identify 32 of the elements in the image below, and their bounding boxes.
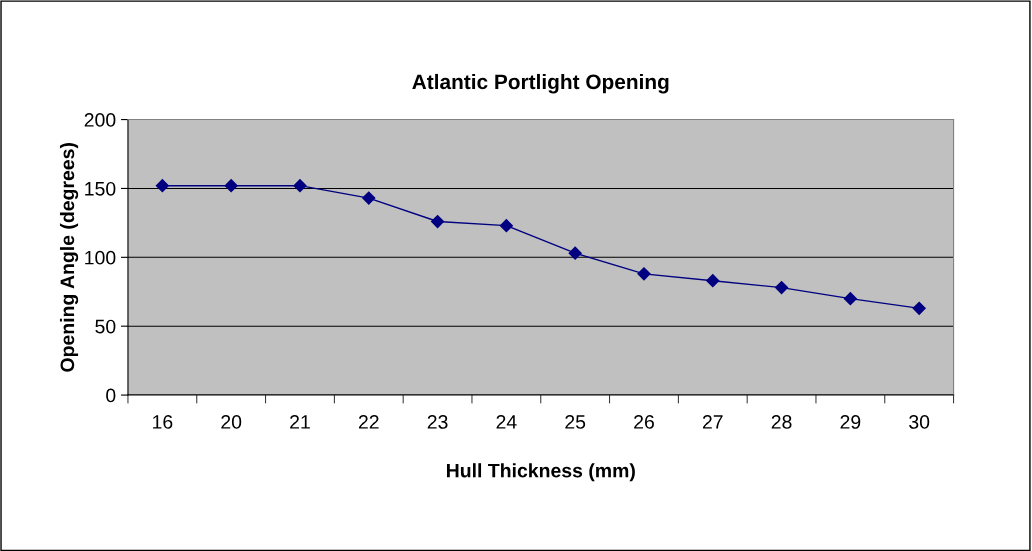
y-tick-label: 50 <box>95 319 116 334</box>
x-tick-label: 30 <box>909 415 930 429</box>
x-tick-label: 16 <box>153 415 173 429</box>
point <box>430 214 445 229</box>
point <box>224 179 238 193</box>
point <box>362 191 376 205</box>
point <box>774 281 789 295</box>
x-tick-label: 20 <box>221 415 242 429</box>
x-tick-label: 23 <box>427 415 448 429</box>
x-tick-label: 21 <box>290 415 310 429</box>
x-tick-label: 24 <box>496 415 517 429</box>
point <box>706 274 720 288</box>
x-axis-title: Hull Thickness (mm) <box>446 463 635 482</box>
y-tick-label: 0 <box>106 388 116 403</box>
x-tick-label: 28 <box>771 415 792 429</box>
chart-title: Atlantic Portlight Opening <box>412 73 669 94</box>
point <box>499 219 513 233</box>
point <box>912 301 926 315</box>
x-tick-label: 25 <box>565 415 586 429</box>
x-tick-label: 26 <box>634 415 654 429</box>
y-tick-label: 200 <box>84 113 116 127</box>
point <box>637 267 651 281</box>
y-axis-title: Opening Angle (degrees) <box>59 143 79 372</box>
x-tick-label: 29 <box>840 415 861 429</box>
y-tick-label: 100 <box>85 250 116 265</box>
x-tick-label: 27 <box>702 415 723 429</box>
x-tick-label: 22 <box>358 415 379 429</box>
point <box>843 292 857 306</box>
point <box>293 179 307 193</box>
point <box>155 179 169 193</box>
y-tick-label: 150 <box>85 181 116 196</box>
point <box>568 246 582 260</box>
